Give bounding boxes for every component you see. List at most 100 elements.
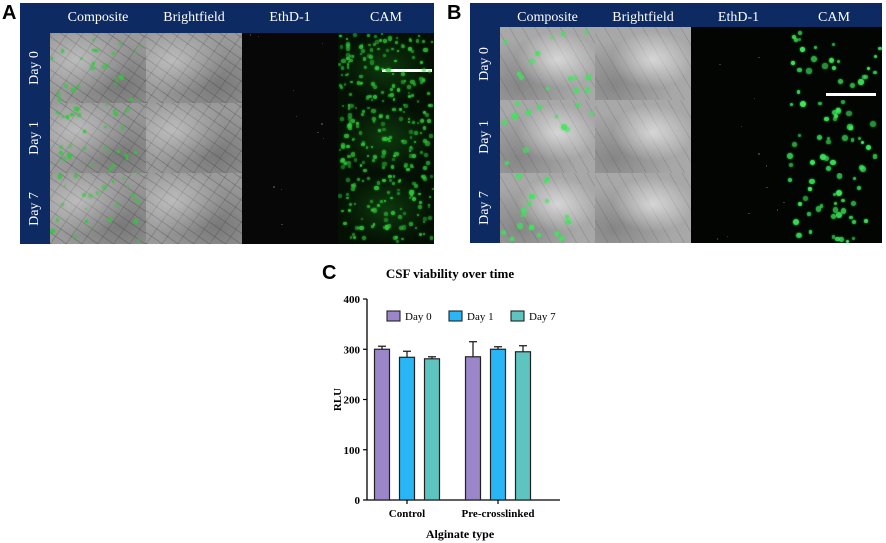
cell-dot xyxy=(830,159,836,166)
cell-dot xyxy=(537,233,542,237)
cell-dot xyxy=(399,107,403,112)
panel-a-header-brightfield: Brightfield xyxy=(163,10,225,25)
cell-dot xyxy=(511,113,518,120)
cell-dot xyxy=(421,40,425,44)
cell-dot xyxy=(411,55,416,60)
cell-dot xyxy=(716,238,719,240)
cell-dot xyxy=(402,139,407,145)
cell-dot xyxy=(802,195,808,201)
cell-dot xyxy=(501,119,507,126)
panel-b-header-composite: Composite xyxy=(517,10,578,25)
cell-dot xyxy=(356,125,359,128)
cell-dot xyxy=(58,98,62,103)
cell-dot xyxy=(413,140,417,144)
cell-dot xyxy=(321,123,323,125)
cell-dot xyxy=(783,201,785,204)
bar-day7-control xyxy=(423,358,441,501)
cell-dot xyxy=(347,113,353,118)
cell-dot xyxy=(56,111,59,115)
cell-dot xyxy=(339,45,344,49)
cell-dot xyxy=(355,106,358,109)
cell-dot xyxy=(383,39,387,43)
cell-dot xyxy=(393,59,397,63)
cell-dot xyxy=(851,200,857,206)
cell-dot xyxy=(360,44,364,48)
cell-dot xyxy=(91,62,95,66)
panel-b-ethd1-day0 xyxy=(691,27,786,100)
panel-b-composite-day0 xyxy=(500,27,595,100)
cell-dot xyxy=(832,109,838,116)
cell-dot xyxy=(381,136,386,141)
cell-dot xyxy=(349,103,354,109)
cell-dot xyxy=(378,38,383,42)
cell-dot xyxy=(816,135,822,141)
cell-dot xyxy=(859,165,864,171)
cell-dot xyxy=(372,158,376,162)
cell-dot xyxy=(341,209,344,213)
cell-dot xyxy=(429,236,434,240)
cell-dot xyxy=(340,65,345,70)
cell-dot xyxy=(371,108,376,113)
cell-dot xyxy=(382,127,386,132)
cell-dot xyxy=(833,192,837,197)
cell-dot xyxy=(249,34,252,36)
cell-dot xyxy=(60,115,64,118)
cell-dot xyxy=(88,193,93,199)
cell-dot xyxy=(392,157,396,161)
cell-dot xyxy=(388,93,392,97)
cell-dot xyxy=(841,135,848,141)
cell-dot xyxy=(407,84,411,89)
panel-b-cam-day0 xyxy=(786,27,882,100)
cell-dot xyxy=(840,208,847,214)
cell-dot xyxy=(359,53,362,56)
cell-dot xyxy=(356,226,359,230)
cell-dot xyxy=(345,73,349,77)
panel-a-row-label-day0: Day 0 xyxy=(27,51,42,85)
cell-dot xyxy=(414,184,419,189)
cell-dot xyxy=(748,212,750,215)
legend-label: Day 0 xyxy=(405,311,432,323)
cell-dot xyxy=(555,114,559,118)
cell-dot xyxy=(430,175,434,179)
cell-dot xyxy=(281,223,283,226)
cell-dot xyxy=(57,95,61,99)
cell-dot xyxy=(565,214,570,219)
cell-dot xyxy=(362,236,366,240)
cell-dot xyxy=(411,166,415,169)
cell-dot xyxy=(858,137,862,141)
cell-dot xyxy=(422,166,427,171)
cell-dot xyxy=(365,146,369,149)
cell-dot xyxy=(369,95,373,99)
cell-dot xyxy=(420,175,424,179)
cell-dot xyxy=(409,190,414,195)
cell-dot xyxy=(351,232,356,236)
cell-dot xyxy=(359,225,364,231)
cell-dot xyxy=(371,208,374,212)
cell-dot xyxy=(864,75,869,80)
cell-dot xyxy=(419,119,424,124)
cell-dot xyxy=(356,81,361,86)
cell-dot xyxy=(349,92,353,97)
cell-dot xyxy=(57,91,61,95)
cell-dot xyxy=(726,235,729,238)
cell-dot xyxy=(411,94,415,98)
cell-dot xyxy=(809,178,815,184)
cell-dot xyxy=(845,239,849,243)
cell-dot xyxy=(343,221,347,226)
cell-dot xyxy=(561,123,568,130)
cell-dot xyxy=(343,161,348,166)
cell-dot xyxy=(96,48,100,53)
cell-dot xyxy=(806,212,811,217)
cell-dot xyxy=(362,141,366,145)
cell-dot xyxy=(381,165,385,170)
cell-dot xyxy=(509,236,515,242)
cell-dot xyxy=(382,178,386,183)
cell-dot xyxy=(419,81,424,85)
cell-dot xyxy=(852,236,856,240)
cell-dot xyxy=(362,110,365,113)
cell-dot xyxy=(586,74,592,80)
cell-dot xyxy=(363,169,367,173)
cell-dot xyxy=(68,144,73,148)
cell-dot xyxy=(367,34,370,37)
cell-dot xyxy=(374,35,378,39)
